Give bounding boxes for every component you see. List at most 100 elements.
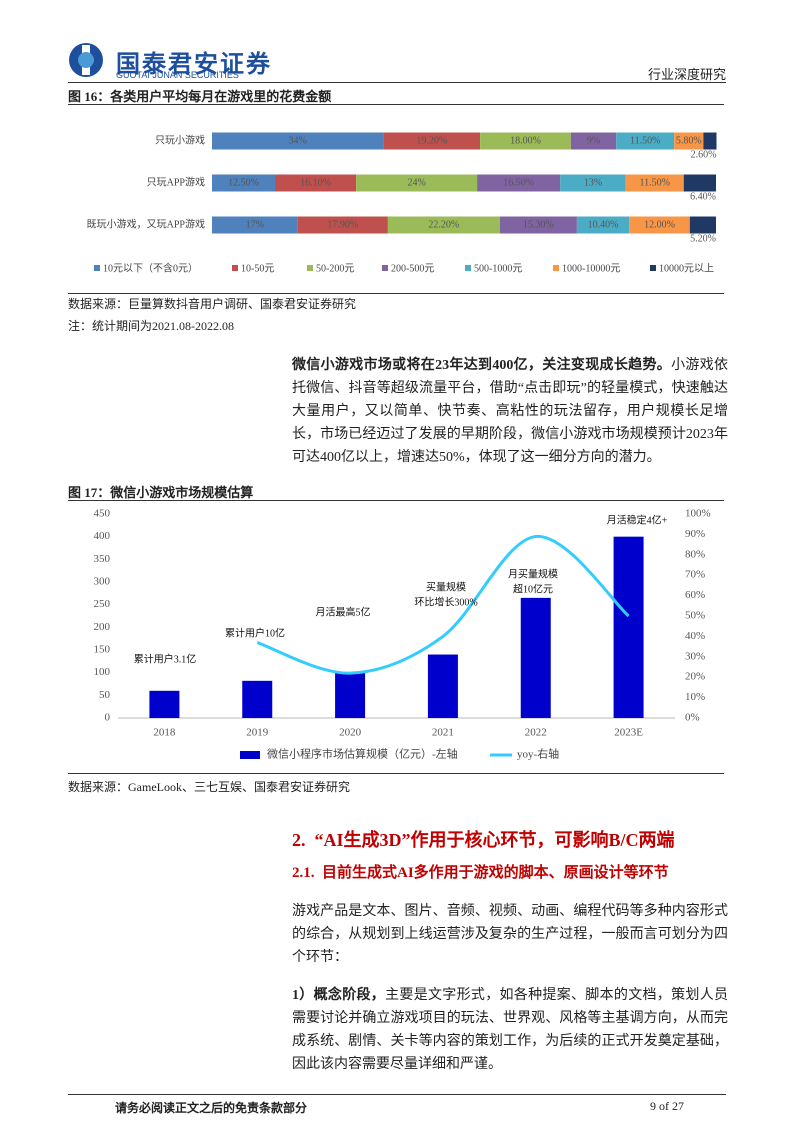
data-label: 22.20% xyxy=(428,219,459,230)
y2-tick-label: 0% xyxy=(685,712,700,724)
annotation: 累计用户3.1亿 xyxy=(134,652,197,665)
bar-segment xyxy=(480,132,571,150)
chart: 0 50 100 150 200 250 300 350 400 450 0% 10% 20% 30% 40… xyxy=(94,508,711,761)
bar-segment xyxy=(499,216,577,234)
bar-segment xyxy=(356,174,478,192)
y2-tick-label: 10% xyxy=(685,691,705,703)
legend-label: 1000-10000元 xyxy=(562,263,620,274)
data-label: 16.50% xyxy=(503,177,534,188)
legend-swatch xyxy=(94,265,100,271)
data-label: 5.20% xyxy=(690,233,716,244)
data-label: 15.30% xyxy=(523,219,554,230)
y2-tick-label: 60% xyxy=(685,589,705,601)
y2-tick-label: 70% xyxy=(685,569,705,581)
lead: 1）概念阶段， xyxy=(292,988,386,1003)
data-label: 34% xyxy=(289,135,307,146)
y-tick-label: 50 xyxy=(99,689,111,701)
legend-swatch xyxy=(382,265,388,271)
y-tick-label: 250 xyxy=(94,598,111,610)
x-tick-label: 2021 xyxy=(432,727,454,739)
y-tick-label: 既玩小游戏，又玩APP游戏 xyxy=(87,217,205,230)
y-tick-label: 400 xyxy=(94,530,111,542)
company-name-en: GUOTAI JUNAN SECURITIES xyxy=(116,70,239,80)
bar-segment xyxy=(629,216,690,234)
x-tick-label: 2020 xyxy=(339,727,362,739)
legend-swatch xyxy=(465,265,471,271)
y2-tick-label: 40% xyxy=(685,630,705,642)
y-tick-label: 300 xyxy=(94,576,111,588)
company-name: 国泰君安证券 xyxy=(116,50,272,78)
bar-segment xyxy=(616,132,675,150)
legend-swatch xyxy=(232,265,238,271)
y2-tick-label: 100% xyxy=(685,508,711,520)
figure-title: 图 17：微信小游戏市场规模估算 xyxy=(68,485,254,500)
figure-frame xyxy=(68,500,724,774)
lead: 微信小游戏市场或将在23年达到400亿，关注变现成长趋势。 xyxy=(292,358,672,373)
data-label: 16.10% xyxy=(300,177,331,188)
data-label: 5.80% xyxy=(676,135,702,146)
data-label: 2.60% xyxy=(691,149,717,160)
legend-swatch xyxy=(553,265,559,271)
legend-label: 10-50元 xyxy=(241,263,274,274)
data-label: 10.40% xyxy=(588,219,619,230)
source: 数据来源：GameLook、三七互娱、国泰君安证券研究 xyxy=(68,780,350,794)
y2-tick-label: 80% xyxy=(685,548,705,560)
bar-segment xyxy=(275,174,357,192)
bar-segment xyxy=(683,174,716,192)
body: 主要是文字形式，如各种提案、脚本的文档，策划人员需要讨论并确立游戏项目的玩法、世… xyxy=(292,988,729,1072)
y2-tick-label: 30% xyxy=(685,650,705,662)
paragraph: 游戏产品是文本、图片、音频、视频、动画、编程代码等多种内容形式的综合，从规划到上… xyxy=(292,904,728,965)
bar-segment xyxy=(212,174,275,192)
legend-label: 10元以下（不含0元） xyxy=(103,261,198,274)
disclaimer: 请务必阅读正文之后的免责条款部分 xyxy=(115,1101,308,1115)
data-label: 12.00% xyxy=(644,219,675,230)
y-tick-label: 200 xyxy=(94,621,111,633)
legend-label: 50-200元 xyxy=(316,263,354,274)
bar-segment xyxy=(689,216,716,234)
y-tick-label: 只玩APP游戏 xyxy=(147,175,205,188)
legend-label: 500-1000元 xyxy=(474,263,522,274)
bar-segment xyxy=(477,174,561,192)
data-label: 12.50% xyxy=(228,177,259,188)
annotation: 超10亿元 xyxy=(513,582,553,595)
body: 小游戏依托微信、抖音等超级流量平台，借助“点击即玩”的轻量模式，快速触达大量用户… xyxy=(292,358,729,465)
legend-swatch xyxy=(240,751,260,759)
bar-segment xyxy=(212,216,298,234)
y-tick-label: 450 xyxy=(94,508,111,520)
legend-label: 200-500元 xyxy=(391,263,434,274)
annotation: 买量规模 xyxy=(426,580,466,593)
annotation: 累计用户10亿 xyxy=(225,626,285,639)
data-label: 11.50% xyxy=(640,177,670,188)
annotation: 环比增长300% xyxy=(414,595,477,608)
y-tick-label: 100 xyxy=(94,666,111,678)
note: 注：统计期间为2021.08-2022.08 xyxy=(68,319,234,333)
figure-title: 图 16：各类用户平均每月在游戏里的花费金额 xyxy=(68,89,332,104)
bar xyxy=(427,654,458,718)
data-label: 6.40% xyxy=(690,191,716,202)
x-tick-label: 2018 xyxy=(153,727,176,739)
annotation: 月活稳定4亿+ xyxy=(607,513,668,526)
paragraph: 1）概念阶段，主要是文字形式，如各种提案、脚本的文档，策划人员需要讨论并确立游戏… xyxy=(292,984,728,1076)
page-number: 9 of 27 xyxy=(650,1099,684,1113)
x-tick-label: 2022 xyxy=(525,727,547,739)
bar xyxy=(149,690,180,718)
legend-swatch xyxy=(650,265,656,271)
legend-label: 10000元以上 xyxy=(659,262,714,274)
line xyxy=(256,534,630,675)
y-tick-label: 0 xyxy=(105,712,111,724)
y-tick-label: 只玩小游戏 xyxy=(155,133,205,146)
bar-segment xyxy=(570,132,617,150)
bar xyxy=(335,672,366,718)
bar-segment xyxy=(387,216,500,234)
legend-swatch xyxy=(307,265,313,271)
figure-frame xyxy=(68,104,724,294)
bar xyxy=(520,597,551,718)
data-label: 24% xyxy=(407,177,425,188)
y2-tick-label: 50% xyxy=(685,610,705,622)
section-heading: 2. “AI生成3D”作用于核心环节，可影响B/C两端 xyxy=(292,830,675,850)
bar xyxy=(613,536,644,718)
y2-tick-label: 20% xyxy=(685,671,705,683)
annotation: 月活最高5亿 xyxy=(316,605,371,618)
y2-tick-label: 90% xyxy=(685,528,705,540)
